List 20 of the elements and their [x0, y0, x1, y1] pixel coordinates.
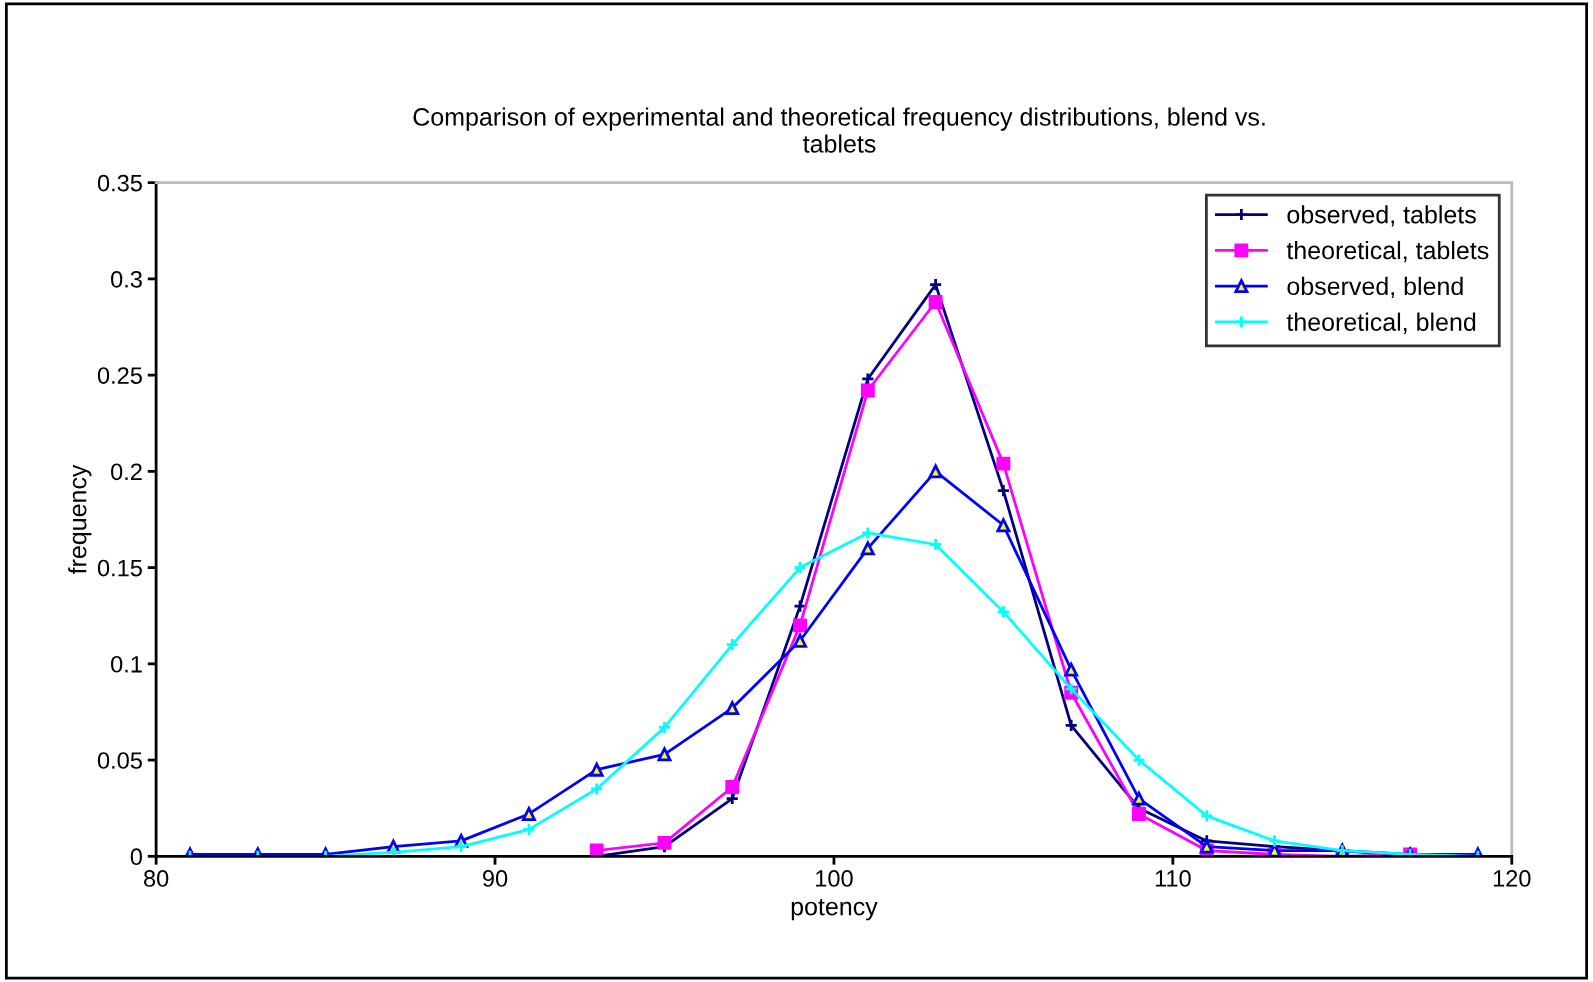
- y-tick-label: 0.1: [111, 655, 142, 673]
- x-tick-label: 90: [483, 870, 508, 887]
- y-tick-label: 0.3: [111, 270, 142, 288]
- y-tick-label: 0.35: [97, 174, 142, 192]
- y-tick-label: 0: [130, 848, 142, 866]
- x-tick-label: 110: [1155, 870, 1191, 887]
- legend-label: observed, blend: [1287, 276, 1463, 299]
- legend-label: observed, tablets: [1287, 205, 1476, 227]
- legend-label: theoretical, blend: [1286, 312, 1476, 334]
- y-tick-label: 0.15: [97, 559, 142, 577]
- x-tick-label: 100: [816, 870, 853, 887]
- x-tick-label: 80: [144, 870, 169, 887]
- legend-label: theoretical, tablets: [1286, 240, 1489, 263]
- y-tick-label: 0.2: [111, 463, 142, 481]
- y-tick-label: 0.05: [97, 752, 142, 769]
- chart-title: Comparison of experimental and theoretical frequency distributions, blend vs. tablets: [413, 107, 1265, 153]
- x-axis-title: potency: [791, 899, 878, 921]
- y-axis-title: frequency: [68, 464, 92, 575]
- y-tick-label: 0.25: [97, 367, 142, 384]
- x-tick-label: 120: [1493, 870, 1531, 887]
